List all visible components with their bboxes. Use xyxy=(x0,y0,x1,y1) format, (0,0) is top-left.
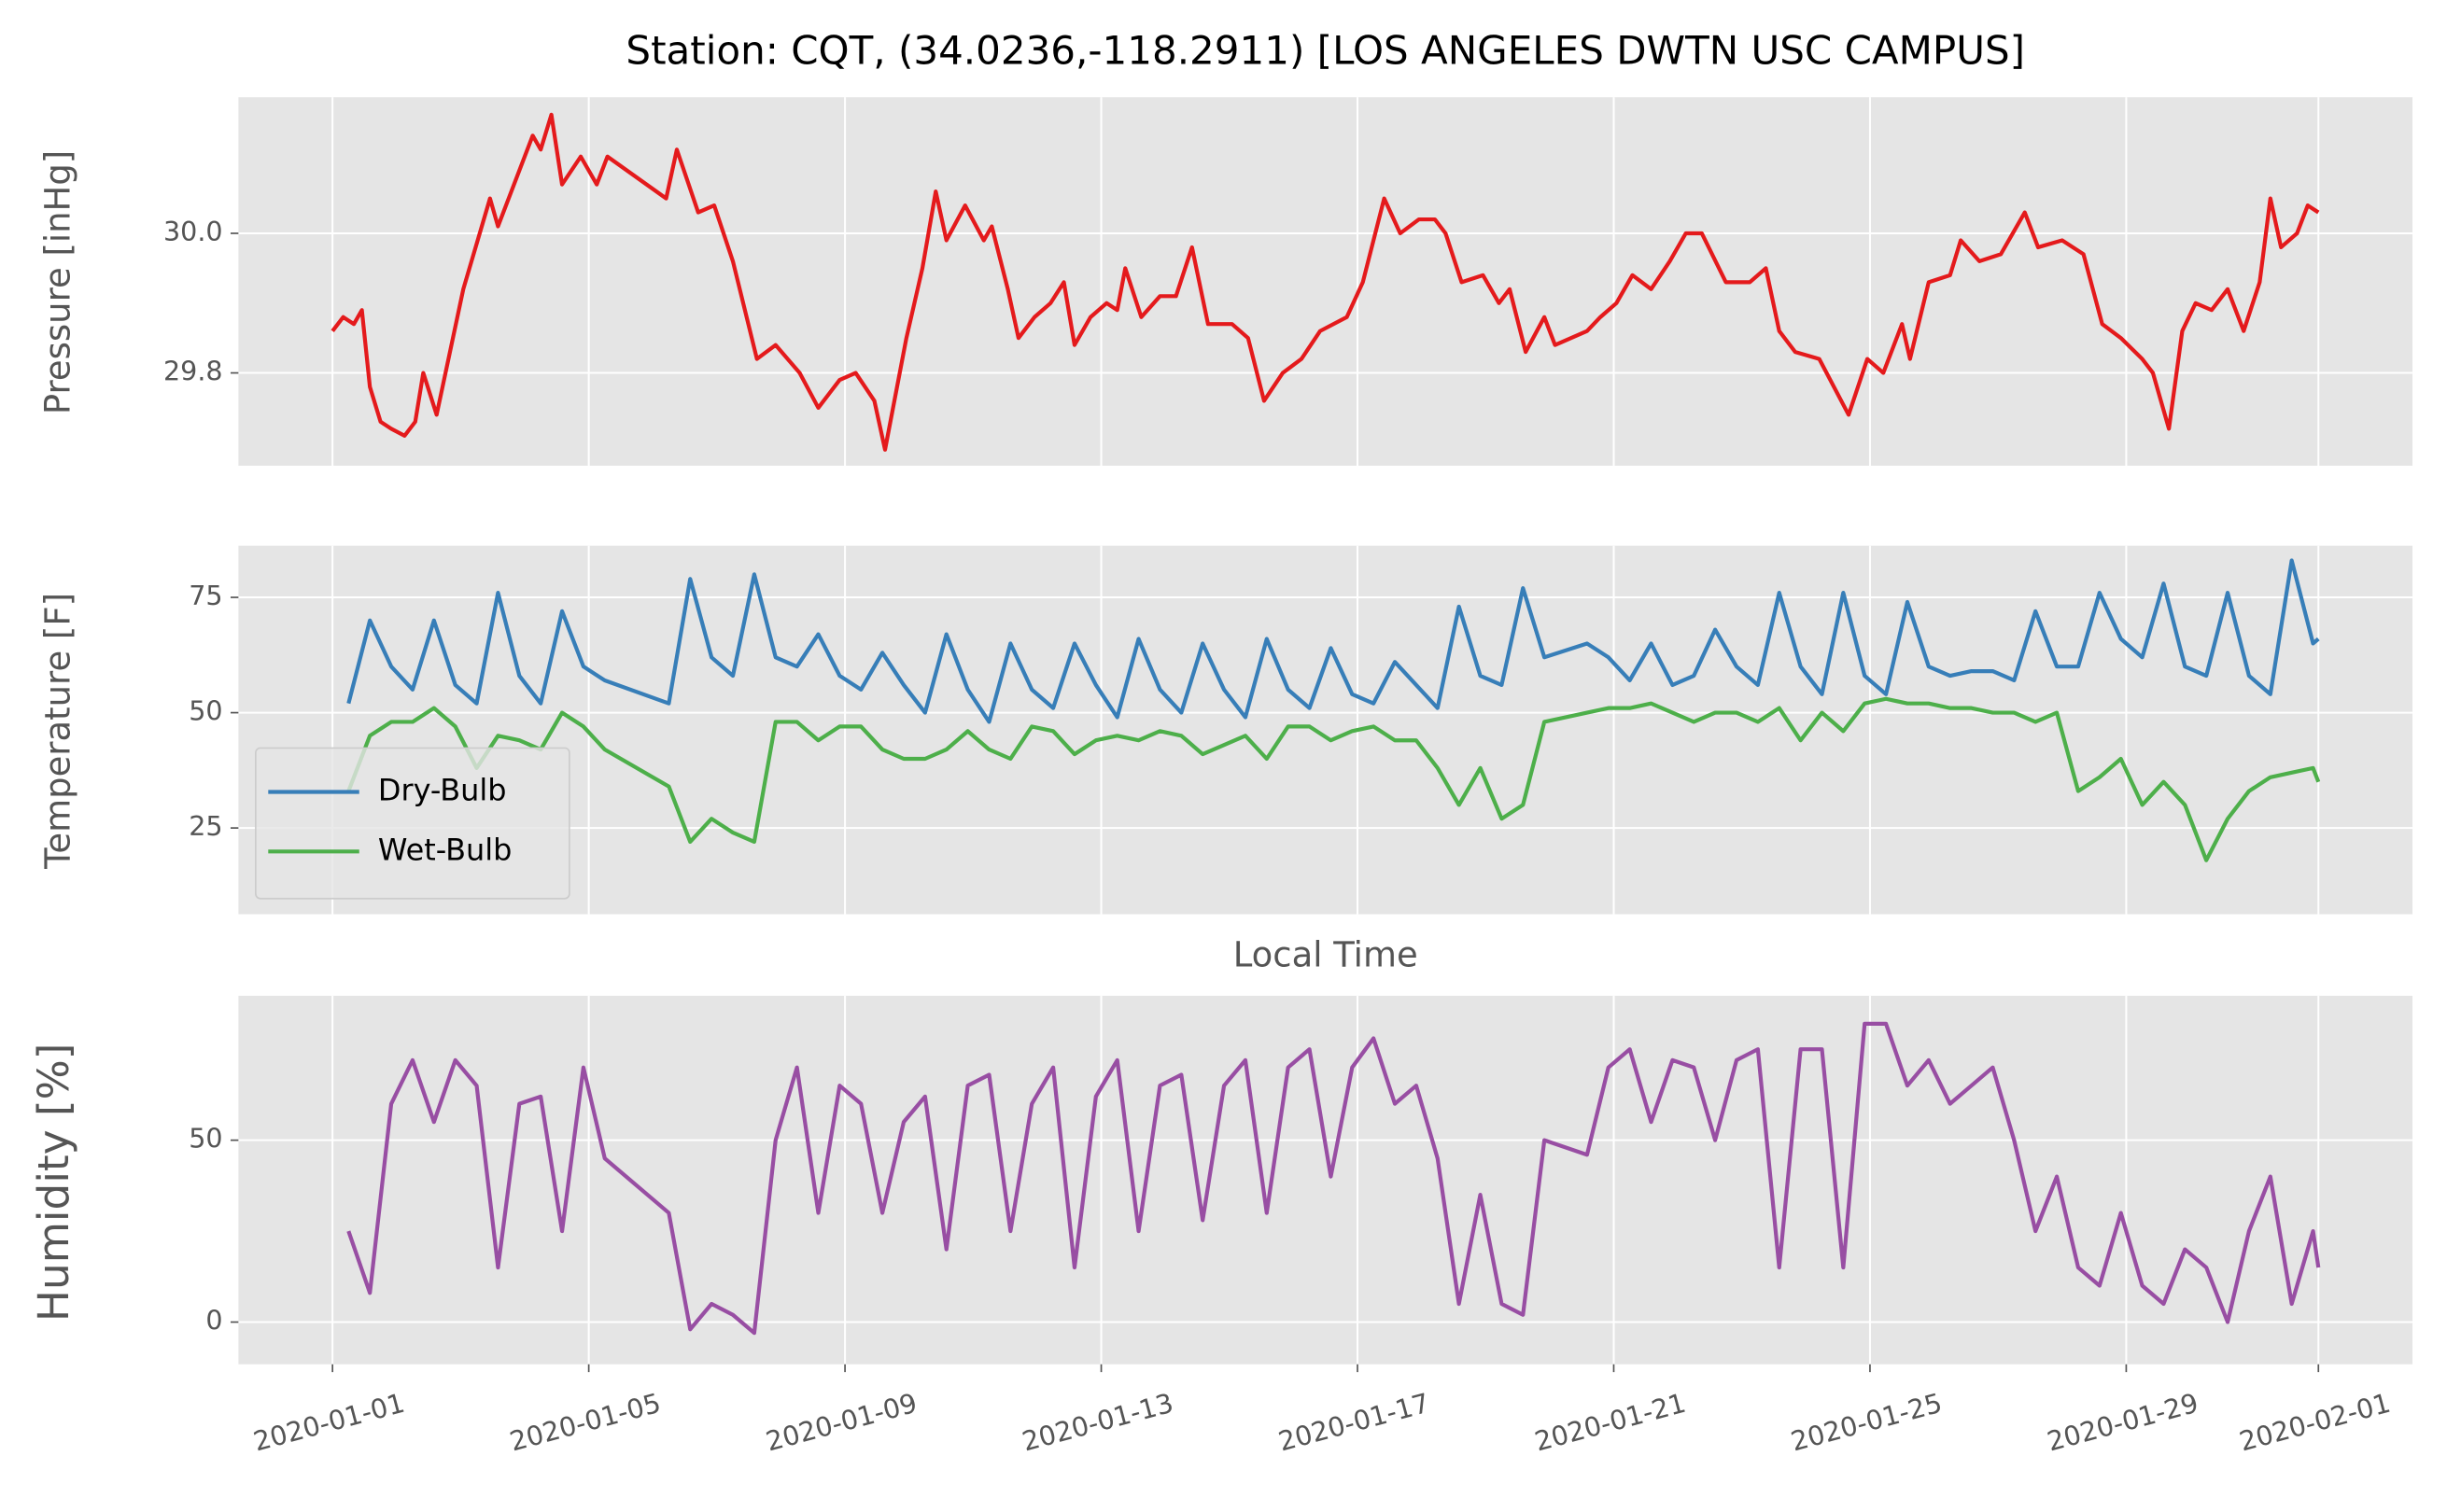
plot-area xyxy=(238,995,2413,1365)
x-axis-label: Local Time xyxy=(1233,934,1418,974)
plot-area xyxy=(238,545,2413,915)
y-tick-label: 25 xyxy=(189,810,222,842)
x-tick-label: 2020-02-01 xyxy=(2236,1387,2394,1458)
y-tick-label: 75 xyxy=(189,580,222,611)
x-tick-label: 2020-01-05 xyxy=(506,1387,664,1458)
x-tick-label: 2020-01-21 xyxy=(1531,1387,1689,1458)
y-axis-label: Temperature [F] xyxy=(37,593,77,870)
x-tick-label: 2020-01-09 xyxy=(763,1387,921,1458)
y-tick-label: 50 xyxy=(189,695,222,727)
y-tick-label: 50 xyxy=(189,1123,222,1155)
y-tick-label: 29.8 xyxy=(163,356,223,387)
line-series xyxy=(346,696,2321,862)
x-tick-label: 2020-01-13 xyxy=(1019,1387,1176,1458)
y-axis-label: Pressure [inHg] xyxy=(37,150,77,414)
plot-area xyxy=(238,97,2413,467)
chart-title: Station: CQT, (34.0236,-118.2911) [LOS A… xyxy=(626,28,2025,74)
x-tick-label: 2020-01-29 xyxy=(2044,1387,2201,1458)
y-tick-label: 0 xyxy=(205,1305,222,1337)
y-axis-label: Humidity [%] xyxy=(29,1043,78,1323)
legend-label: Wet-Bulb xyxy=(378,832,512,867)
legend-box xyxy=(255,747,570,900)
y-tick-label: 30.0 xyxy=(163,216,223,247)
line-series xyxy=(346,558,2320,724)
line-series xyxy=(346,1021,2321,1336)
x-tick-label: 2020-01-01 xyxy=(250,1387,408,1458)
x-tick-label: 2020-01-17 xyxy=(1275,1387,1433,1458)
line-series xyxy=(330,112,2320,452)
legend-label: Dry-Bulb xyxy=(378,772,507,807)
x-tick-label: 2020-01-25 xyxy=(1788,1387,1946,1458)
